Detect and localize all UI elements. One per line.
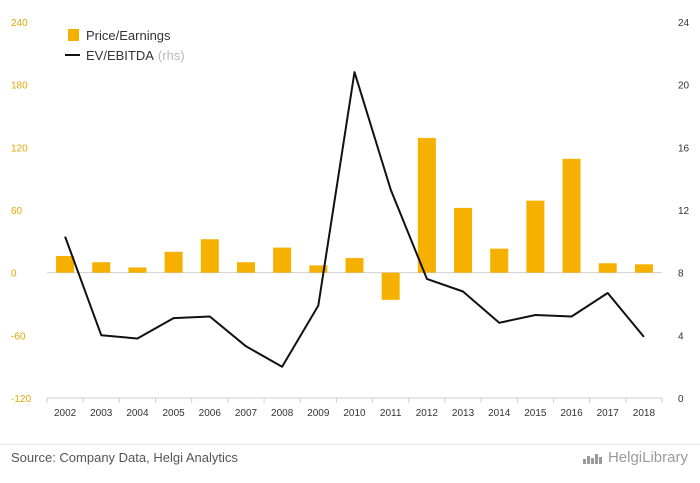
x-tick-label: 2012	[416, 408, 439, 419]
bar-2003	[92, 262, 111, 273]
x-tick-label: 2014	[488, 408, 511, 419]
x-tick-label: 2004	[126, 408, 149, 419]
bar-2004	[128, 267, 147, 273]
x-tick-label: 2003	[90, 408, 113, 419]
x-tick-label: 2002	[54, 408, 77, 419]
legend: Price/Earnings EV/EBITDA (rhs)	[65, 28, 185, 63]
x-tick-label: 2006	[199, 408, 222, 419]
right-tick-label: 4	[678, 331, 684, 342]
left-tick-label: -60	[11, 331, 26, 342]
left-tick-label: 0	[11, 269, 17, 280]
left-tick-label: 180	[11, 81, 28, 92]
bar-2012	[417, 137, 436, 273]
right-tick-label: 0	[678, 394, 684, 405]
x-tick-label: 2005	[162, 408, 185, 419]
bar-2007	[236, 262, 255, 273]
line-series-ev-ebitda	[64, 71, 645, 368]
x-tick-label: 2007	[235, 408, 258, 419]
legend-label-price-earnings: Price/Earnings	[86, 28, 171, 43]
right-tick-label: 16	[678, 143, 690, 154]
source-note: Source: Company Data, Helgi Analytics	[11, 450, 238, 465]
left-tick-label: 60	[11, 206, 23, 217]
legend-label-ev-ebitda: EV/EBITDA (rhs)	[86, 48, 185, 63]
bar-2016	[562, 158, 581, 273]
x-tick-label: 2013	[452, 408, 475, 419]
legend-swatch-price-earnings	[68, 29, 79, 41]
bar-2011	[381, 272, 400, 300]
bar-series-price-earnings	[56, 137, 653, 300]
right-tick-label: 20	[678, 81, 690, 92]
helgi-library-logo-icon	[582, 453, 602, 464]
bar-2014	[490, 248, 509, 273]
x-axis: 2002 2003 2004 2005 2006 2007 2008 2009 2010 2011…	[46, 398, 663, 419]
bar-2002	[56, 255, 75, 273]
x-tick-label: 2009	[307, 408, 330, 419]
right-axis: 24 20 16 12 8 4 0	[678, 18, 690, 405]
x-tick-label: 2010	[343, 408, 366, 419]
left-tick-label: 240	[11, 18, 28, 29]
x-tick-label: 2018	[633, 408, 656, 419]
bar-2015	[526, 200, 545, 273]
x-tick-label: 2008	[271, 408, 294, 419]
brand: HelgiLibrary	[582, 449, 688, 466]
left-axis: 240 180 120 60 0 -60 -120	[11, 18, 31, 405]
footer-divider	[0, 444, 700, 445]
bar-2006	[200, 239, 219, 273]
bar-2009	[309, 265, 328, 273]
left-tick-label: -120	[11, 394, 31, 405]
bar-2010	[345, 258, 364, 273]
x-tick-label: 2017	[597, 408, 620, 419]
right-tick-label: 12	[678, 206, 690, 217]
bar-2013	[454, 207, 473, 273]
left-tick-label: 120	[11, 143, 28, 154]
x-tick-label: 2016	[560, 408, 583, 419]
bar-2017	[598, 263, 617, 273]
right-tick-label: 24	[678, 18, 690, 29]
bar-2008	[273, 247, 292, 273]
bar-2005	[164, 251, 183, 273]
x-tick-label: 2015	[524, 408, 547, 419]
brand-name: HelgiLibrary	[607, 449, 688, 466]
x-tick-label: 2011	[380, 408, 402, 419]
bar-2018	[634, 264, 653, 273]
right-tick-label: 8	[678, 269, 684, 280]
